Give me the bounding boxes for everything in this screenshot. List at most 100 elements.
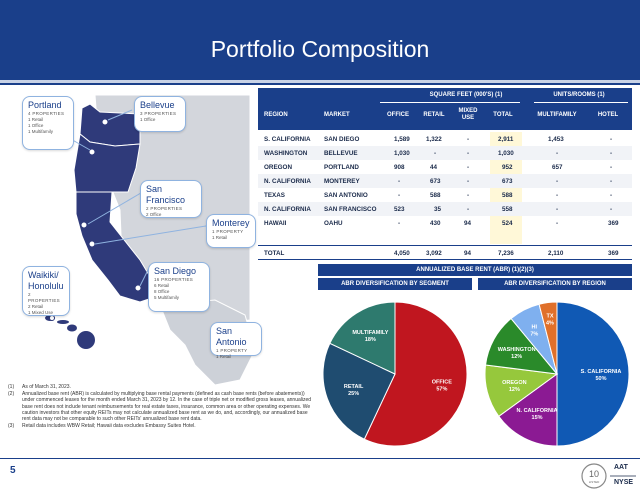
cell-retail: 44	[430, 164, 438, 171]
table-row: TEXAS SAN ANTONIO - 588 - 588 - -	[258, 188, 632, 202]
table-row: N. CALIFORNIA MONTEREY - 673 - 673 - -	[258, 174, 632, 188]
pie-label: S. CALIFORNIA	[581, 369, 622, 375]
pie-label: TX	[546, 313, 553, 319]
pie-label: OREGON	[502, 380, 526, 386]
cell-market: PORTLAND	[324, 164, 359, 171]
san-francisco-connector	[87, 189, 147, 225]
title-banner: Portfolio Composition	[0, 0, 640, 85]
callout-line: 1 Retail	[216, 354, 232, 359]
total-mixed-use: 94	[464, 250, 472, 257]
sqft-group-rule	[380, 102, 520, 103]
callout-portland: Portland 4 PROPERTIES 1 Retail 1 Office …	[22, 96, 74, 150]
callout-line: 6 Retail	[154, 283, 170, 288]
cell-total: 1,030	[498, 150, 514, 157]
callout-properties: 1 PROPERTY	[212, 229, 244, 234]
cell-total: 558	[502, 206, 513, 213]
total-multifamily: 2,110	[548, 250, 564, 257]
footnote: (1) As of March 31, 2023.	[8, 384, 313, 390]
logo-sublabel: LISTED	[589, 480, 600, 484]
pie-value-label: 12%	[509, 387, 520, 393]
col-office: OFFICE	[387, 112, 409, 118]
pie-slice-office	[363, 301, 468, 447]
callout-properties: 3 PROPERTIES	[140, 111, 177, 116]
footnote: (2) Annualized base rent (ABR) is calcula…	[8, 391, 313, 422]
col-market: MARKET	[324, 112, 350, 118]
cell-hotel: -	[610, 192, 613, 199]
cell-hotel: -	[610, 136, 613, 143]
cell-total: 2,911	[498, 136, 514, 143]
portfolio-table: SQUARE FEET (000'S) (1) UNITS/ROOMS (1) …	[258, 88, 632, 260]
cell-region: OREGON	[264, 164, 292, 171]
cell-office: 523	[394, 206, 405, 213]
table-row: WASHINGTON BELLEVUE 1,030 - - 1,030 - -	[258, 146, 632, 160]
callout-properties: 2 PROPERTIES	[28, 292, 60, 303]
cell-total: 673	[502, 178, 513, 185]
callout-line: 1 Multifamily	[28, 129, 54, 134]
pie-value-label: 7%	[530, 331, 538, 337]
cell-mixed-use: -	[467, 206, 470, 213]
callout-name: Waikiki/ Honolulu	[28, 270, 64, 291]
cell-office: -	[398, 178, 401, 185]
callout-san-diego: San Diego 16 PROPERTIES 6 Retail 8 Offic…	[148, 262, 210, 312]
callout-name: Portland	[28, 100, 62, 110]
callout-properties: 4 PROPERTIES	[28, 111, 65, 116]
cell-retail: -	[434, 150, 437, 157]
pie-label: WASHINGTON	[498, 347, 536, 353]
cell-office: -	[398, 192, 401, 199]
col-hotel: HOTEL	[597, 112, 619, 118]
page-title: Portfolio Composition	[210, 36, 430, 62]
total-total: 7,236	[498, 250, 514, 257]
callout-line: 8 Office	[154, 289, 170, 294]
cell-mixed-use: -	[467, 164, 470, 171]
cell-region: HAWAII	[264, 220, 287, 227]
cell-market: SAN FRANCISCO	[324, 206, 377, 213]
bellevue-dot	[101, 118, 109, 126]
cell-office: 1,030	[394, 150, 410, 157]
sqft-group-header: SQUARE FEET (000'S) (1)	[429, 92, 503, 98]
logo-number: 10	[589, 469, 599, 479]
callout-name: San Antonio	[216, 326, 247, 347]
units-group-header: UNITS/ROOMS (1)	[553, 92, 605, 98]
banner-divider	[0, 80, 640, 83]
cell-multifamily: -	[556, 220, 559, 227]
pie-slice-s-california	[556, 301, 630, 447]
cell-multifamily: -	[556, 150, 559, 157]
col-multifamily: MULTIFAMILY	[537, 112, 577, 118]
cell-market: SAN ANTONIO	[324, 192, 368, 199]
abr-region-title: ABR DIVERSIFICATION BY REGION	[478, 278, 632, 290]
san-diego-dot	[134, 284, 142, 292]
pie-label: N. CALIFORNIA	[517, 408, 558, 414]
cell-market: SAN DIEGO	[324, 136, 360, 143]
big-island-shape	[77, 331, 95, 349]
pie-slice-n-california	[498, 373, 558, 447]
cell-retail: 35	[434, 206, 442, 213]
cell-multifamily: 657	[552, 164, 563, 171]
cell-mixed-use: -	[467, 178, 470, 185]
footnote-text: Retail data includes WBW Retail; Hawaii …	[22, 423, 196, 430]
cell-market: MONTEREY	[324, 178, 360, 185]
cell-total: 524	[502, 220, 513, 227]
cell-office: -	[398, 220, 401, 227]
callout-san-francisco: San Francisco 2 PROPERTIES 2 Office	[140, 180, 202, 218]
callout-line: 1 Retail	[212, 235, 228, 240]
total-hotel: 369	[608, 250, 619, 257]
callout-name: San Diego	[154, 266, 197, 276]
cell-multifamily: -	[556, 206, 559, 213]
cell-retail: 430	[430, 220, 441, 227]
cell-region: WASHINGTON	[264, 150, 308, 157]
pie-value-label: 50%	[595, 376, 606, 382]
callout-san-antonio: San Antonio 1 PROPERTY 1 Retail	[210, 322, 262, 359]
cell-retail: 588	[430, 192, 441, 199]
cell-multifamily: 1,453	[548, 136, 564, 143]
callout-name: Bellevue	[140, 100, 175, 110]
cell-total: 588	[502, 192, 513, 199]
cell-total: 952	[502, 164, 513, 171]
footnote-text: As of March 31, 2023.	[22, 384, 71, 390]
callout-monterey: Monterey 1 PROPERTY 1 Retail	[206, 214, 256, 248]
footnote-text: Annualized base rent (ABR) is calculated…	[22, 391, 312, 423]
footnote-number: (1)	[8, 384, 15, 390]
callout-line: 2 Retail	[28, 304, 44, 309]
molokai-shape	[57, 320, 69, 324]
cell-hotel: 369	[608, 220, 619, 227]
abr-title: ANNUALIZED BASE RENT (ABR) (1)(2)(3)	[318, 264, 632, 276]
